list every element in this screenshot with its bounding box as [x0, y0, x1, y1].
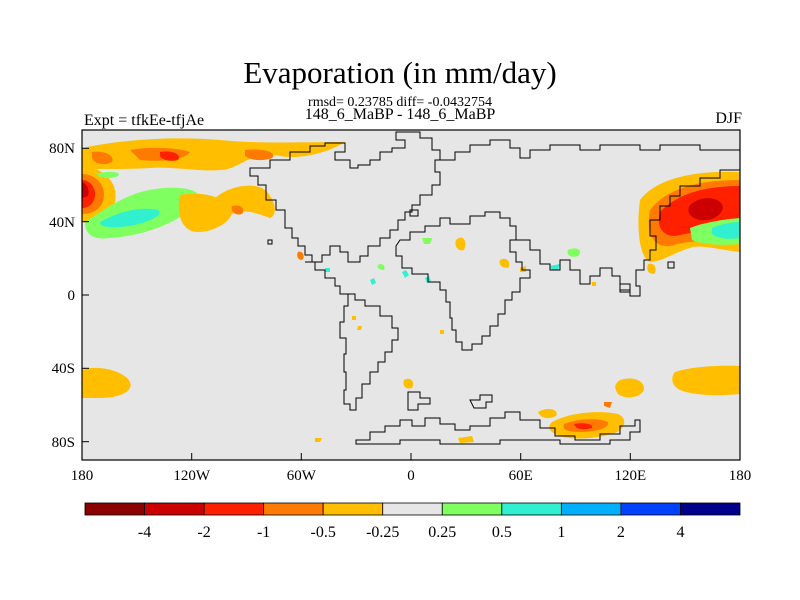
colorbar-label: 1 — [557, 524, 565, 541]
colorbar-label: -0.5 — [311, 524, 336, 541]
x-tick-label: 180 — [71, 468, 94, 484]
x-tick-labels: 180 120W 60W 0 60E 120E 180 — [71, 468, 752, 484]
colorbar-swatch — [203, 502, 265, 516]
x-tick-label: 0 — [407, 468, 415, 484]
south-america-outline — [339, 293, 399, 411]
colorbar-label: 4 — [676, 524, 684, 541]
colorbar-swatch — [263, 502, 324, 516]
colorbar-swatch — [560, 502, 622, 516]
colorbar-label: 0.25 — [428, 524, 456, 541]
asia-outline — [516, 169, 740, 297]
anomaly-region-north-pacific-west — [638, 171, 740, 274]
y-tick-label: 80S — [52, 435, 75, 451]
y-tick-label: 40N — [49, 215, 75, 231]
case-label: 148_6_MaBP - 148_6_MaBP — [304, 106, 496, 123]
colorbar-swatch — [620, 502, 681, 516]
x-tick-label: 120E — [614, 468, 646, 484]
colorbar-swatch — [680, 502, 741, 516]
colorbar-label: 0.5 — [492, 524, 512, 541]
anomaly-region-south-indian-ocean — [538, 402, 625, 439]
x-tick-label: 60W — [287, 468, 317, 484]
anomaly-region-arctic-band — [82, 138, 345, 179]
axis-ticks — [81, 147, 741, 460]
africa-outline — [395, 211, 531, 351]
colorbar-labels: -4 -2 -1 -0.5 -0.25 0.25 0.5 1 2 4 — [138, 524, 685, 541]
y-tick-label: 0 — [68, 288, 76, 304]
central-america-outline — [305, 261, 348, 295]
y-tick-label: 80N — [49, 141, 75, 157]
y-tick-labels: 80N 40N 0 40S 80S — [49, 141, 75, 451]
x-tick-label: 180 — [729, 468, 752, 484]
north-america-outline — [249, 131, 441, 263]
x-tick-label: 60E — [509, 468, 533, 484]
experiment-label: Expt = tfkEe-tfjAe — [84, 112, 205, 129]
colorbar-label: -2 — [197, 524, 210, 541]
plot-title: Evaporation (in mm/day) — [243, 55, 557, 90]
colorbar-label: -4 — [138, 524, 151, 541]
colorbar — [84, 502, 741, 516]
anomaly-region-subpolar-atlantic — [215, 185, 304, 260]
anomaly-region-tropics — [325, 237, 596, 334]
colorbar-swatch — [501, 502, 562, 516]
colorbar-label: -1 — [257, 524, 270, 541]
colorbar-label: 2 — [617, 524, 625, 541]
y-tick-label: 40S — [52, 361, 75, 377]
continent-outlines — [249, 131, 740, 445]
colorbar-swatch — [441, 502, 503, 516]
season-label: DJF — [715, 110, 742, 127]
anomaly-fields — [82, 138, 740, 443]
anomaly-region-south-pacific — [82, 365, 740, 443]
stats-label: rmsd= 0.23785 diff= -0.0432754 — [308, 95, 492, 110]
antarctica-outline — [355, 411, 641, 445]
colorbar-swatch — [322, 502, 384, 516]
europe-outline — [440, 139, 740, 161]
x-tick-label: 120W — [173, 468, 211, 484]
colorbar-swatch — [84, 502, 145, 516]
colorbar-label: -0.25 — [366, 524, 399, 541]
colorbar-swatch — [382, 502, 443, 516]
colorbar-swatch — [144, 502, 205, 516]
